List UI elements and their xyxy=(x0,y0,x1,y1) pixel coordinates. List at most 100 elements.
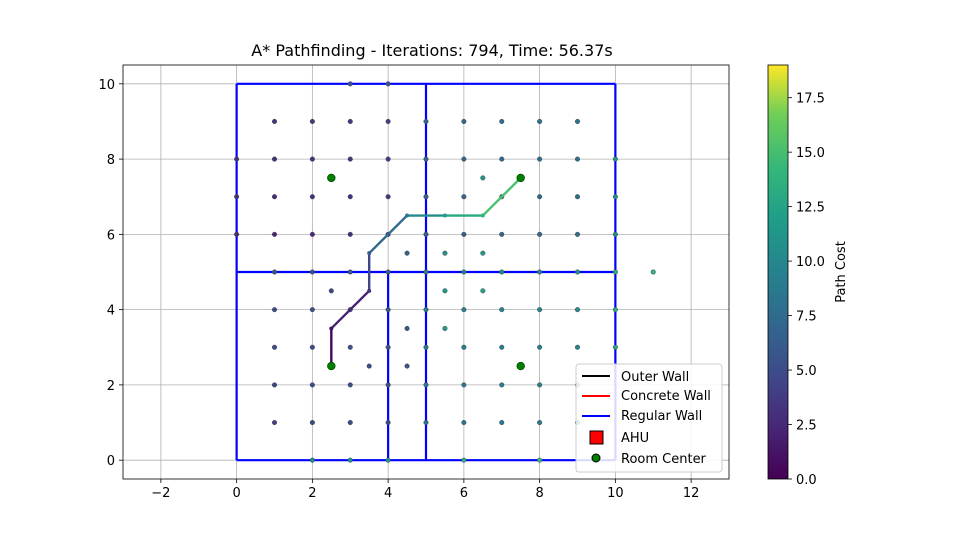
y-tick-label: 6 xyxy=(107,228,115,243)
room-center-marker xyxy=(516,361,525,371)
search-node xyxy=(499,344,505,350)
x-axis: −2 0 2 4 6 8 10 12 xyxy=(151,479,699,501)
search-node xyxy=(575,344,581,350)
y-tick-label: 4 xyxy=(107,304,115,319)
search-node xyxy=(423,118,429,124)
search-node xyxy=(234,194,240,200)
search-node xyxy=(499,231,505,237)
search-node xyxy=(423,382,429,388)
search-node xyxy=(272,231,278,237)
search-node xyxy=(461,156,467,162)
search-node xyxy=(385,156,391,162)
x-tick-label: 12 xyxy=(683,486,700,501)
search-node xyxy=(404,325,410,331)
search-node xyxy=(385,344,391,350)
search-node xyxy=(537,269,543,275)
path-point xyxy=(480,213,485,218)
path-point xyxy=(442,213,447,218)
search-node xyxy=(272,307,278,313)
search-node xyxy=(309,457,315,463)
search-node xyxy=(385,118,391,124)
x-tick-label: 10 xyxy=(607,486,624,501)
path-point xyxy=(329,326,334,331)
search-node xyxy=(309,194,315,200)
search-node xyxy=(461,420,467,426)
search-node xyxy=(537,307,543,313)
search-node xyxy=(499,307,505,313)
y-tick-label: 2 xyxy=(107,379,115,394)
legend-concrete-wall-label: Concrete Wall xyxy=(621,389,711,404)
path-point xyxy=(367,251,372,256)
search-node xyxy=(461,457,467,463)
x-tick-label: 4 xyxy=(384,486,392,501)
search-node xyxy=(347,118,353,124)
legend-outer-wall-label: Outer Wall xyxy=(621,370,689,385)
search-node xyxy=(499,382,505,388)
search-node xyxy=(612,269,618,275)
search-node xyxy=(272,194,278,200)
path-point xyxy=(367,288,372,293)
search-node xyxy=(272,118,278,124)
search-node xyxy=(537,457,543,463)
y-axis: 0 2 4 6 8 10 xyxy=(98,78,123,469)
search-node xyxy=(650,269,656,275)
search-node xyxy=(442,250,448,256)
room-center-marker xyxy=(327,173,336,183)
colorbar-tick-label: 12.5 xyxy=(796,201,825,216)
search-node xyxy=(423,231,429,237)
search-node xyxy=(423,420,429,426)
y-tick-label: 0 xyxy=(107,454,115,469)
search-node xyxy=(272,382,278,388)
search-node xyxy=(309,269,315,275)
colorbar-tick-label: 17.5 xyxy=(796,92,825,107)
search-node xyxy=(347,194,353,200)
search-node xyxy=(537,420,543,426)
search-node xyxy=(423,194,429,200)
search-node xyxy=(612,344,618,350)
path-point xyxy=(405,213,410,218)
search-node xyxy=(328,288,334,294)
search-node xyxy=(480,250,486,256)
x-tick-label: −2 xyxy=(151,486,170,501)
y-tick-label: 8 xyxy=(107,153,115,168)
search-node xyxy=(272,156,278,162)
colorbar-tick-label: 15.0 xyxy=(796,146,825,161)
search-node xyxy=(347,81,353,87)
search-node xyxy=(347,382,353,388)
search-node xyxy=(461,269,467,275)
search-node xyxy=(442,288,448,294)
search-node xyxy=(309,344,315,350)
search-node xyxy=(272,420,278,426)
search-node xyxy=(537,194,543,200)
search-node xyxy=(423,344,429,350)
colorbar-tick-label: 0.0 xyxy=(796,473,817,488)
search-node xyxy=(309,231,315,237)
search-node xyxy=(499,420,505,426)
path-line xyxy=(329,175,523,369)
search-node xyxy=(234,156,240,162)
search-node xyxy=(347,344,353,350)
search-node xyxy=(366,363,372,369)
search-node xyxy=(404,363,410,369)
legend-room-center-swatch xyxy=(591,453,601,463)
search-node xyxy=(575,156,581,162)
room-center-marker xyxy=(327,361,336,371)
search-node xyxy=(575,231,581,237)
colorbar: 0.0 2.5 5.0 7.5 10.0 12.5 15.0 17.5 Path Cost xyxy=(767,64,849,488)
search-node xyxy=(385,457,391,463)
legend-regular-wall-label: Regular Wall xyxy=(621,409,702,424)
search-node xyxy=(385,269,391,275)
search-node xyxy=(461,344,467,350)
search-node xyxy=(309,156,315,162)
x-tick-label: 8 xyxy=(535,486,543,501)
search-node xyxy=(461,118,467,124)
legend-room-center-label: Room Center xyxy=(621,452,707,467)
colorbar-tick-label: 7.5 xyxy=(796,310,817,325)
colorbar-ticks: 0.0 2.5 5.0 7.5 10.0 12.5 15.0 17.5 xyxy=(788,92,825,488)
search-node xyxy=(404,250,410,256)
search-node xyxy=(537,382,543,388)
colorbar-label: Path Cost xyxy=(834,241,849,303)
search-node xyxy=(272,269,278,275)
search-node xyxy=(347,156,353,162)
path-segment xyxy=(481,176,522,217)
